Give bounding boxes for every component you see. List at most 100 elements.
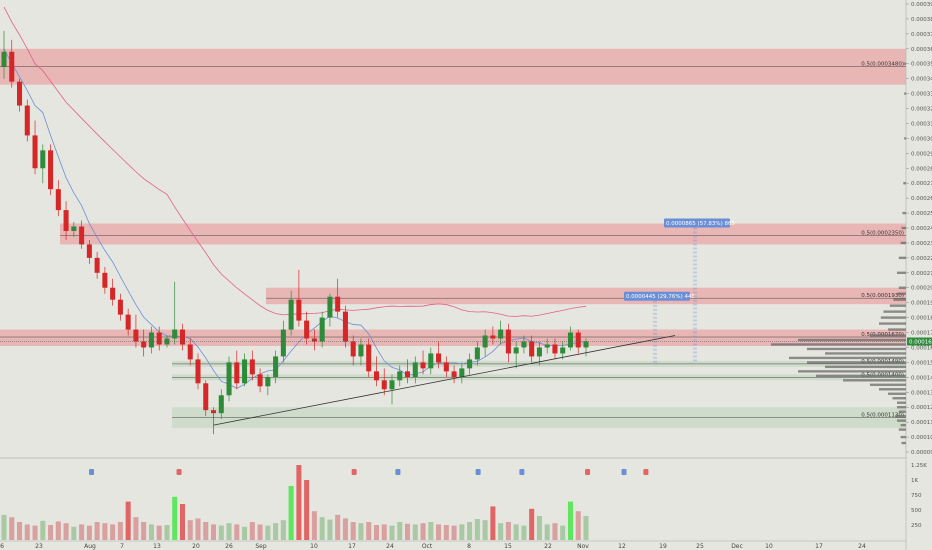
candle-body bbox=[86, 244, 92, 258]
candle-body bbox=[335, 296, 341, 312]
volume-profile-bar bbox=[771, 343, 906, 346]
volume-profile-bar bbox=[898, 410, 906, 413]
volume-bar bbox=[428, 522, 434, 540]
volume-bar bbox=[397, 522, 403, 540]
price-tick-label: 0.0003300 bbox=[911, 92, 932, 98]
candle-body bbox=[412, 362, 418, 378]
price-tick-label: 0.0001800 bbox=[911, 316, 932, 322]
candle-body bbox=[529, 341, 535, 357]
candle-body bbox=[203, 383, 209, 411]
volume-profile-bar bbox=[897, 271, 906, 274]
volume-bar bbox=[342, 518, 348, 540]
volume-profile-bar bbox=[898, 286, 906, 289]
volume-bar bbox=[482, 520, 488, 540]
time-tick-label: 15 bbox=[504, 543, 512, 550]
candle-body bbox=[9, 51, 15, 82]
candle-body bbox=[327, 296, 333, 318]
volume-bar bbox=[366, 522, 372, 540]
volume-bar bbox=[117, 522, 123, 540]
volume-tick-label: 1.25K bbox=[911, 463, 927, 469]
volume-bar bbox=[467, 522, 473, 540]
volume-profile-bar bbox=[870, 383, 906, 386]
price-tick-label: 0.0001100 bbox=[911, 420, 932, 426]
candle-body bbox=[482, 335, 488, 348]
level-zone bbox=[266, 287, 906, 305]
volume-bar bbox=[319, 517, 325, 540]
candle-body bbox=[117, 299, 123, 315]
volume-bar bbox=[544, 524, 550, 540]
volume-profile-bar bbox=[904, 92, 906, 95]
candle-body bbox=[389, 380, 395, 390]
time-tick-label: 6 bbox=[0, 543, 4, 550]
volume-bar bbox=[311, 511, 317, 540]
time-tick-label: 22 bbox=[544, 543, 552, 550]
candle-body bbox=[133, 329, 139, 342]
candle-body bbox=[350, 341, 356, 357]
measure-box bbox=[624, 291, 690, 301]
level-label: 0.5(0.0002350) bbox=[861, 230, 904, 236]
candle-body bbox=[242, 359, 248, 384]
volume-bar bbox=[350, 522, 356, 540]
candle-body bbox=[156, 332, 162, 345]
candle-body bbox=[195, 359, 201, 384]
volume-bar bbox=[156, 525, 162, 540]
price-tick-label: 0.0003600 bbox=[911, 47, 932, 53]
volume-bar bbox=[412, 524, 418, 540]
candle-body bbox=[288, 299, 294, 330]
event-marker bbox=[621, 469, 627, 475]
price-tick-label: 0.0001700 bbox=[911, 331, 932, 337]
fast-moving-average bbox=[3, 48, 587, 389]
volume-bar bbox=[234, 524, 240, 540]
time-tick-label: Dec bbox=[731, 543, 743, 550]
volume-bar bbox=[195, 518, 201, 540]
price-tick-label: 0.0003100 bbox=[911, 121, 932, 127]
candle-body bbox=[273, 356, 279, 378]
volume-bar bbox=[552, 523, 558, 540]
volume-tick-label: 500 bbox=[911, 508, 922, 514]
price-tick-label: 0.0002500 bbox=[911, 211, 932, 217]
candle-body bbox=[404, 371, 411, 378]
volume-bar bbox=[389, 525, 395, 540]
candle-body bbox=[265, 377, 271, 387]
price-tick-label: 0.0001200 bbox=[911, 405, 932, 411]
price-tick-label: 0.0003200 bbox=[911, 107, 932, 113]
volume-profile-bar bbox=[807, 361, 906, 364]
candle-body bbox=[567, 332, 574, 348]
volume-profile-bar bbox=[897, 292, 906, 295]
volume-bar bbox=[172, 496, 178, 540]
volume-tick-label: 1K bbox=[911, 478, 918, 484]
volume-bar bbox=[55, 521, 61, 540]
candle-body bbox=[296, 299, 302, 321]
volume-bar bbox=[86, 525, 92, 540]
volume-profile-bar bbox=[901, 226, 906, 230]
volume-bar bbox=[1, 514, 7, 540]
price-tick-label: 0.0002200 bbox=[911, 256, 932, 262]
measure-box-label: 0.0000865 (57.83%) 865 bbox=[666, 221, 736, 227]
candle-body bbox=[583, 341, 589, 348]
volume-bar bbox=[381, 524, 387, 540]
volume-bar bbox=[110, 524, 116, 540]
volume-profile-bar bbox=[900, 241, 906, 245]
time-tick-label: 25 bbox=[696, 543, 704, 550]
event-marker bbox=[643, 469, 649, 475]
volume-bar bbox=[187, 520, 193, 540]
time-tick-label: 13 bbox=[153, 543, 161, 550]
volume-bar bbox=[404, 523, 411, 540]
level-label: 0.5(0.0003480) bbox=[861, 62, 904, 68]
time-tick-label: 26 bbox=[225, 543, 233, 550]
candle-body bbox=[373, 371, 380, 381]
level-zone bbox=[60, 223, 906, 245]
candle-body bbox=[498, 329, 504, 339]
volume-profile-bar bbox=[807, 347, 906, 351]
time-tick-label: 24 bbox=[386, 543, 394, 550]
volume-bar bbox=[575, 511, 581, 540]
event-marker bbox=[475, 469, 481, 475]
time-tick-label: 12 bbox=[618, 543, 626, 550]
volume-bar bbox=[498, 523, 504, 540]
volume-bar bbox=[265, 525, 271, 540]
volume-bar bbox=[79, 524, 85, 540]
price-tick-label: 0.0001500 bbox=[911, 360, 932, 366]
volume-bar bbox=[583, 516, 589, 540]
candle-body bbox=[226, 362, 232, 396]
